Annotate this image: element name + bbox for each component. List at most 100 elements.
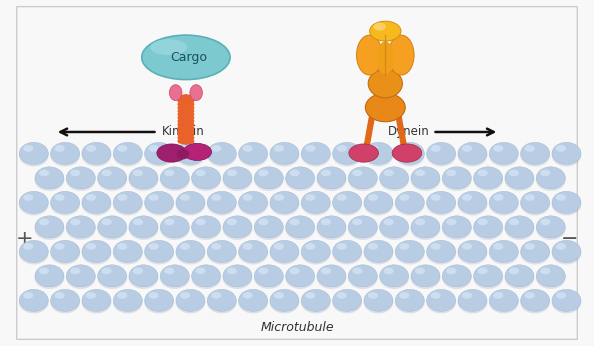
Ellipse shape [442,169,472,191]
Ellipse shape [169,85,182,101]
Ellipse shape [504,266,535,289]
Ellipse shape [254,169,284,191]
Ellipse shape [489,242,519,264]
Ellipse shape [337,145,347,152]
Ellipse shape [317,265,346,287]
Ellipse shape [81,193,111,216]
Ellipse shape [348,167,377,189]
Ellipse shape [23,243,33,250]
Ellipse shape [473,266,503,289]
Ellipse shape [150,39,187,55]
Ellipse shape [82,191,111,213]
Ellipse shape [305,145,315,152]
Ellipse shape [521,240,549,262]
Ellipse shape [254,167,283,189]
Ellipse shape [39,219,49,225]
Ellipse shape [399,243,409,250]
Ellipse shape [458,191,487,213]
Ellipse shape [489,193,519,216]
Ellipse shape [23,194,33,201]
Ellipse shape [270,144,299,166]
Ellipse shape [489,142,519,164]
Ellipse shape [258,170,268,176]
Ellipse shape [285,217,315,240]
Ellipse shape [410,266,440,289]
Ellipse shape [19,142,48,164]
Ellipse shape [129,216,158,238]
Ellipse shape [458,240,487,262]
Ellipse shape [552,142,581,164]
Ellipse shape [55,194,65,201]
Ellipse shape [239,289,268,311]
Ellipse shape [442,266,472,289]
Ellipse shape [81,144,111,166]
Ellipse shape [301,291,331,313]
Ellipse shape [70,267,80,274]
Ellipse shape [86,145,96,152]
Ellipse shape [160,167,189,189]
Ellipse shape [223,169,252,191]
Ellipse shape [35,216,64,238]
Ellipse shape [254,216,283,238]
Ellipse shape [50,240,80,262]
Ellipse shape [180,243,190,250]
Ellipse shape [443,265,471,287]
Ellipse shape [180,145,190,152]
Ellipse shape [50,242,80,264]
Ellipse shape [102,170,112,176]
Ellipse shape [286,216,315,238]
Ellipse shape [301,191,330,213]
Ellipse shape [431,243,441,250]
Ellipse shape [129,265,158,287]
Ellipse shape [183,143,211,161]
Ellipse shape [128,217,159,240]
Ellipse shape [540,267,551,274]
Ellipse shape [368,292,378,299]
Ellipse shape [223,167,252,189]
Ellipse shape [19,240,48,262]
Ellipse shape [19,242,49,264]
Ellipse shape [368,194,378,201]
Ellipse shape [364,289,393,311]
Ellipse shape [82,240,111,262]
Ellipse shape [270,240,299,262]
Ellipse shape [23,145,33,152]
Ellipse shape [227,219,237,225]
Text: Cargo: Cargo [170,51,207,64]
Ellipse shape [301,142,330,164]
Ellipse shape [227,170,237,176]
Ellipse shape [333,191,362,213]
Ellipse shape [364,193,393,216]
Ellipse shape [289,219,300,225]
Ellipse shape [462,194,472,201]
Ellipse shape [39,170,49,176]
Ellipse shape [552,242,582,264]
Ellipse shape [129,167,158,189]
Ellipse shape [369,21,401,41]
Ellipse shape [536,265,565,287]
Ellipse shape [525,292,535,299]
Ellipse shape [67,216,95,238]
Ellipse shape [160,265,189,287]
Ellipse shape [426,240,456,262]
Ellipse shape [285,169,315,191]
Ellipse shape [97,167,127,189]
Ellipse shape [478,219,488,225]
Ellipse shape [379,169,409,191]
Ellipse shape [431,292,441,299]
Ellipse shape [207,142,236,164]
Ellipse shape [211,145,222,152]
Ellipse shape [552,240,581,262]
Ellipse shape [462,292,472,299]
Ellipse shape [34,169,64,191]
Ellipse shape [410,169,440,191]
Ellipse shape [348,266,378,289]
Ellipse shape [504,169,535,191]
Ellipse shape [337,243,347,250]
Ellipse shape [395,291,425,313]
Ellipse shape [270,193,299,216]
Ellipse shape [223,265,252,287]
Ellipse shape [301,289,330,311]
Ellipse shape [274,243,284,250]
Ellipse shape [364,291,393,313]
